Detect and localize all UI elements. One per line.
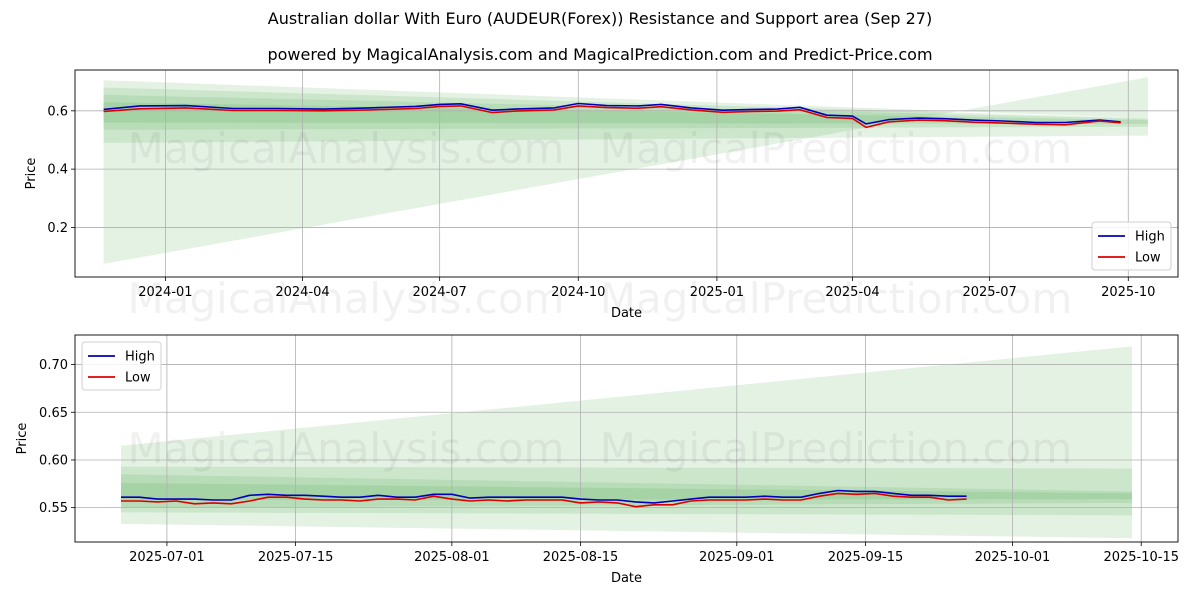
band-2 (103, 87, 1148, 143)
watermark-analysis-bottom: MagicalAnalysis.com (128, 424, 565, 473)
y-tick-label: 0.6 (47, 104, 68, 119)
watermark-analysis-middle: MagicalAnalysis.com (128, 274, 565, 323)
x-axis-label: Date (611, 571, 642, 586)
x-tick-label: 2025-10-01 (975, 550, 1051, 565)
x-tick-label: 2025-10 (1101, 285, 1155, 300)
x-tick-label: 2025-01 (690, 285, 744, 300)
watermark-analysis-top: MagicalAnalysis.com (128, 124, 565, 173)
band-1 (121, 346, 1132, 539)
plot-frame (74, 334, 1179, 543)
watermark-prediction-top: MagicalPrediction.com (600, 124, 1073, 173)
series-line-high (121, 489, 967, 504)
x-tick-label: 2024-10 (551, 285, 605, 300)
x-tick-label: 2025-08-01 (414, 550, 490, 565)
x-tick-label: 2025-09-15 (828, 550, 904, 565)
legend-label-low: Low (125, 371, 151, 386)
x-tick-label: 2024-01 (138, 285, 192, 300)
x-tick-label: 2025-07 (962, 285, 1016, 300)
legend-box (81, 341, 162, 391)
legend-label-high: High (125, 350, 155, 365)
legend: High Low (81, 341, 162, 391)
legend-label-high: High (1135, 230, 1165, 245)
watermark-prediction-bottom: MagicalPrediction.com (600, 424, 1073, 473)
y-axis-label: Price (15, 423, 30, 455)
y-tick-label: 0.70 (39, 358, 68, 373)
legend: High Low (1091, 221, 1172, 271)
band-1 (103, 77, 1148, 264)
x-tick-label: 2024-07 (412, 285, 466, 300)
band-2 (121, 466, 1132, 516)
x-tick-label: 2025-07-15 (258, 550, 334, 565)
x-tick-label: 2025-09-01 (699, 550, 775, 565)
y-tick-label: 0.55 (39, 501, 68, 516)
plot-frame (74, 69, 1179, 278)
x-axis-label: Date (611, 306, 642, 321)
series-line-low (121, 492, 967, 508)
y-tick-label: 0.2 (47, 221, 68, 236)
chart-title: Australian dollar With Euro (AUDEUR(Fore… (267, 9, 933, 28)
x-tick-label: 2025-07-01 (129, 550, 205, 565)
series-line-low (103, 105, 1121, 129)
chart-subtitle: powered by MagicalAnalysis.com and Magic… (267, 45, 933, 64)
chart-2: 2025-07-01 2025-07-15 2025-08-01 2025-08-15… (15, 334, 1179, 586)
x-tick-label: 2024-04 (275, 285, 329, 300)
x-tick-label: 2025-04 (825, 285, 879, 300)
y-tick-label: 0.65 (39, 406, 68, 421)
series-line-high (103, 102, 1121, 125)
y-tick-label: 0.60 (39, 453, 68, 468)
band-3 (103, 94, 1148, 130)
legend-box (1091, 221, 1172, 271)
legend-label-low: Low (1135, 251, 1161, 266)
y-tick-label: 0.4 (47, 163, 68, 178)
x-tick-label: 2025-10-15 (1103, 550, 1179, 565)
chart-1: 2024-01 2024-04 2024-07 2024-10 2025-01 2025-… (24, 69, 1179, 321)
y-axis-label: Price (24, 158, 39, 190)
x-tick-label: 2025-08-15 (543, 550, 619, 565)
watermark-prediction-middle: MagicalPrediction.com (600, 274, 1073, 323)
